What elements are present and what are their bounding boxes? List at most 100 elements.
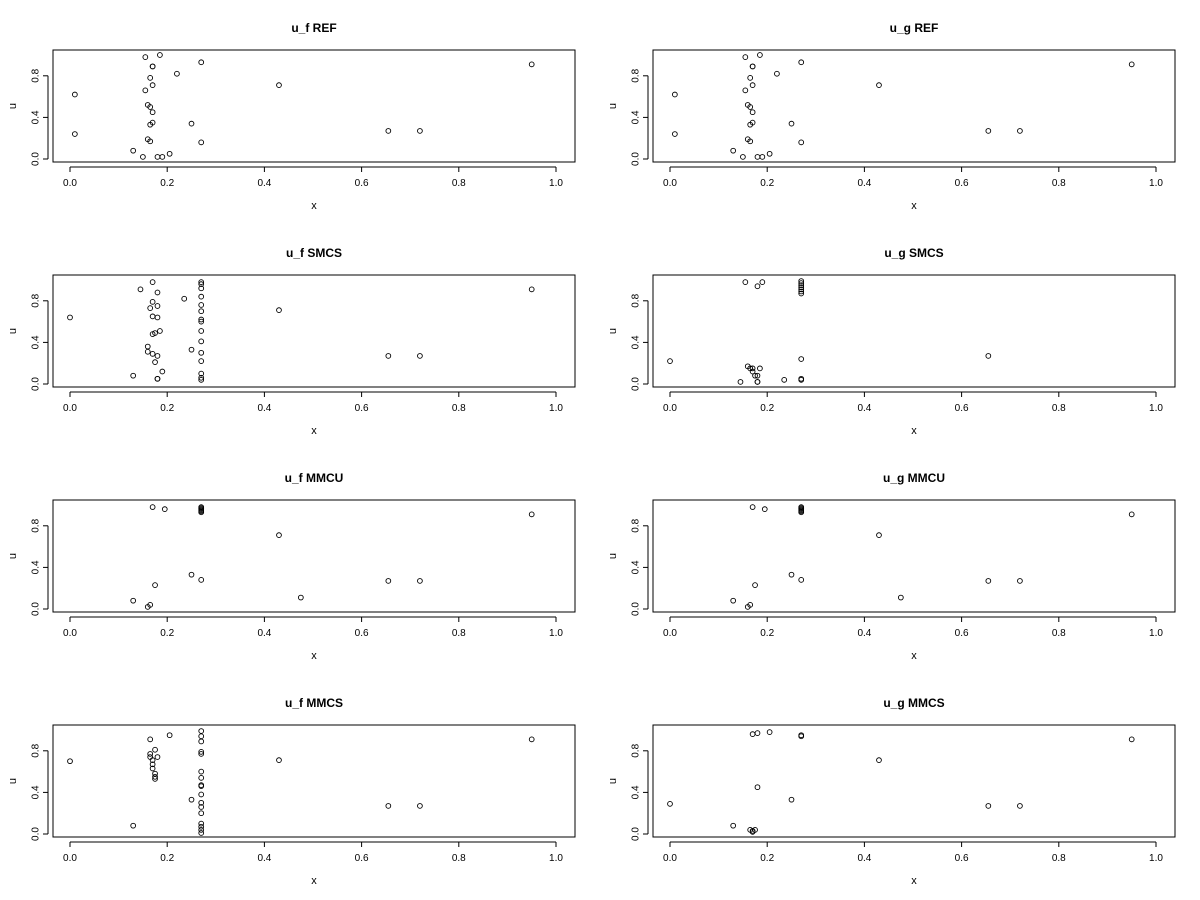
data-point — [876, 532, 882, 539]
y-tick-label: 0.8 — [631, 293, 642, 307]
data-point — [528, 61, 535, 68]
data-point — [752, 826, 758, 833]
x-tick-label: 0.2 — [160, 628, 174, 639]
x-tick-label: 0.6 — [955, 178, 969, 189]
data-point — [198, 316, 205, 323]
data-point — [798, 280, 805, 286]
x-tick-label: 0.0 — [663, 178, 677, 189]
data-point — [1128, 736, 1135, 743]
plot-frame — [652, 274, 1176, 388]
x-tick-label: 0.6 — [955, 403, 969, 414]
y-tick-label: 0.0 — [31, 377, 42, 391]
plot-frame — [52, 49, 576, 163]
data-point — [198, 358, 205, 364]
y-tick-label: 0.8 — [631, 743, 642, 757]
x-tick-label: 0.4 — [857, 178, 871, 189]
x-axis-label: x — [911, 425, 917, 437]
data-point — [149, 82, 156, 89]
x-tick-label: 0.2 — [760, 178, 774, 189]
data-point — [198, 820, 205, 827]
y-tick-label: 0.4 — [31, 110, 42, 124]
data-point — [198, 751, 205, 757]
y-tick-label: 0.4 — [631, 335, 642, 349]
x-tick-label: 1.0 — [549, 178, 563, 189]
data-point — [528, 511, 535, 518]
data-point — [152, 776, 158, 782]
data-point — [417, 128, 423, 134]
x-tick-label: 0.0 — [663, 403, 677, 414]
data-point — [985, 578, 992, 584]
data-point — [157, 52, 163, 58]
x-tick-label: 0.8 — [1052, 628, 1066, 639]
data-point — [198, 370, 205, 377]
data-point — [67, 314, 73, 321]
data-point — [749, 504, 756, 510]
data-point — [137, 286, 144, 293]
data-point — [417, 803, 423, 809]
scatter-panel: u_f REF 0.0 0.2 0.4 0.6 0.8 1.0 x 0.0 0.4 0.8 u — [7, 21, 576, 212]
data-point — [149, 63, 156, 70]
data-point — [385, 803, 392, 809]
scatter-panel: u_g REF 0.0 0.2 0.4 0.6 0.8 1.0 x 0.0 0.4 0.8 u — [607, 21, 1176, 212]
data-point — [154, 375, 161, 382]
data-point — [198, 577, 205, 583]
data-point — [72, 131, 78, 137]
y-tick-label: 0.0 — [31, 602, 42, 616]
data-point — [149, 279, 156, 285]
data-point — [166, 732, 173, 739]
x-tick-label: 0.6 — [355, 628, 369, 639]
data-point — [198, 374, 205, 381]
data-point — [747, 601, 754, 608]
x-axis-label: x — [911, 200, 917, 212]
data-point — [417, 578, 423, 584]
x-tick-label: 0.8 — [1052, 853, 1066, 864]
data-point — [749, 109, 756, 116]
y-axis-label: u — [607, 778, 619, 784]
data-point — [144, 348, 151, 355]
data-point — [276, 82, 282, 89]
data-point — [754, 730, 761, 736]
y-axis-label: u — [7, 103, 19, 109]
data-point — [298, 594, 304, 601]
x-tick-label: 0.2 — [160, 853, 174, 864]
data-point — [149, 765, 156, 772]
data-point — [198, 376, 205, 383]
data-point — [1017, 803, 1023, 809]
data-point — [147, 138, 154, 145]
y-tick-label: 0.0 — [631, 602, 642, 616]
data-point — [1017, 128, 1023, 134]
panel-title: u_f REF — [291, 21, 336, 35]
data-point — [1128, 61, 1135, 68]
x-tick-label: 0.8 — [452, 628, 466, 639]
x-tick-label: 0.8 — [452, 853, 466, 864]
x-axis-label: x — [311, 650, 317, 662]
data-point — [181, 295, 188, 302]
data-point — [147, 736, 154, 743]
data-point — [147, 75, 154, 81]
data-point — [798, 509, 805, 516]
data-point — [730, 597, 737, 604]
data-point — [198, 748, 205, 755]
x-tick-label: 0.2 — [760, 403, 774, 414]
y-tick-label: 0.4 — [631, 785, 642, 799]
data-point — [742, 279, 749, 285]
data-point — [188, 796, 195, 803]
x-tick-label: 1.0 — [549, 403, 563, 414]
y-axis-label: u — [607, 103, 619, 109]
y-tick-label: 0.0 — [631, 377, 642, 391]
y-axis-label: u — [7, 778, 19, 784]
plot-frame — [52, 274, 576, 388]
data-point — [985, 128, 992, 134]
scatter-panel: u_g SMCS 0.0 0.2 0.4 0.6 0.8 1.0 x 0.0 0.4 0.8 u — [607, 246, 1176, 437]
data-point — [149, 350, 156, 357]
data-point — [198, 799, 205, 806]
plot-frame — [52, 724, 576, 838]
x-tick-label: 1.0 — [549, 628, 563, 639]
data-point — [198, 318, 205, 325]
data-point — [198, 804, 205, 810]
x-tick-label: 0.2 — [760, 628, 774, 639]
data-point — [152, 359, 158, 366]
data-point — [759, 279, 766, 285]
data-point — [149, 757, 156, 764]
